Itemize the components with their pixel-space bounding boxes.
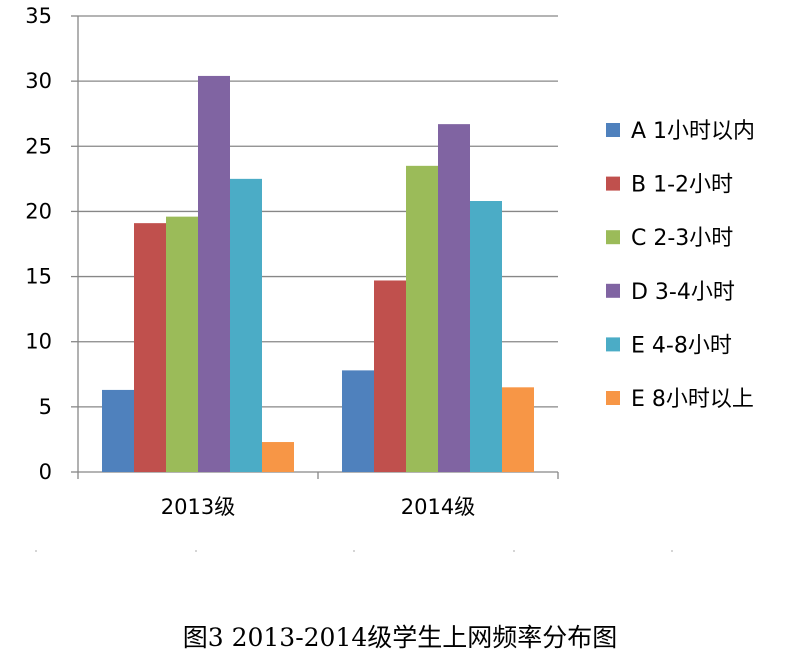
- x-tick-label: 2013级: [161, 495, 235, 519]
- chart-caption: 图3 2013-2014级学生上网频率分布图: [182, 623, 618, 652]
- legend-swatch: [606, 123, 620, 137]
- legend-label: C 2-3小时: [631, 226, 733, 251]
- decorative-dot: [195, 550, 197, 552]
- legend-label: E 4-8小时: [631, 333, 732, 358]
- legend-swatch: [606, 230, 620, 245]
- tick-labels: 0 5 10 15 20 25 30 35 2013级 2014级: [25, 4, 475, 519]
- y-tick-label: 5: [39, 395, 52, 419]
- legend-swatch: [606, 337, 620, 352]
- legend-swatch: [606, 176, 620, 191]
- y-tick-label: 30: [25, 69, 52, 93]
- bar: [470, 201, 502, 472]
- decorative-dot: [513, 550, 515, 552]
- legend-label: D 3-4小时: [631, 280, 735, 305]
- y-tick-label: 20: [25, 199, 52, 223]
- bar: [102, 389, 134, 472]
- decorative-dot: [353, 550, 355, 552]
- bar: [342, 370, 374, 472]
- bar: [230, 178, 262, 472]
- legend-swatch: [606, 391, 620, 405]
- decorative-dot: [671, 550, 673, 552]
- y-tick-label: 35: [25, 4, 52, 28]
- legend-swatch: [606, 283, 620, 298]
- bars: [102, 75, 534, 473]
- y-tick-label: 10: [25, 330, 52, 354]
- bar: [374, 280, 406, 472]
- bar: [198, 75, 230, 472]
- bar: [502, 387, 534, 472]
- bar: [134, 223, 166, 472]
- y-tick-label: 0: [39, 460, 52, 484]
- decorative-dot: [35, 550, 37, 552]
- legend-label: E 8小时以上: [631, 387, 754, 412]
- bar: [406, 165, 438, 473]
- bar: [438, 124, 470, 472]
- decorative-dots: [35, 550, 673, 552]
- bar: [166, 216, 198, 472]
- legend-label: A 1小时以内: [631, 119, 755, 144]
- y-tick-label: 25: [25, 134, 52, 158]
- y-tick-label: 15: [25, 265, 52, 289]
- x-tick-label: 2014级: [401, 495, 475, 519]
- legend: A 1小时以内 B 1-2小时 C 2-3小时 D 3-4小时 E 4-8小时 E 8小时…: [606, 119, 755, 412]
- bar: [262, 442, 294, 472]
- legend-label: B 1-2小时: [631, 173, 733, 198]
